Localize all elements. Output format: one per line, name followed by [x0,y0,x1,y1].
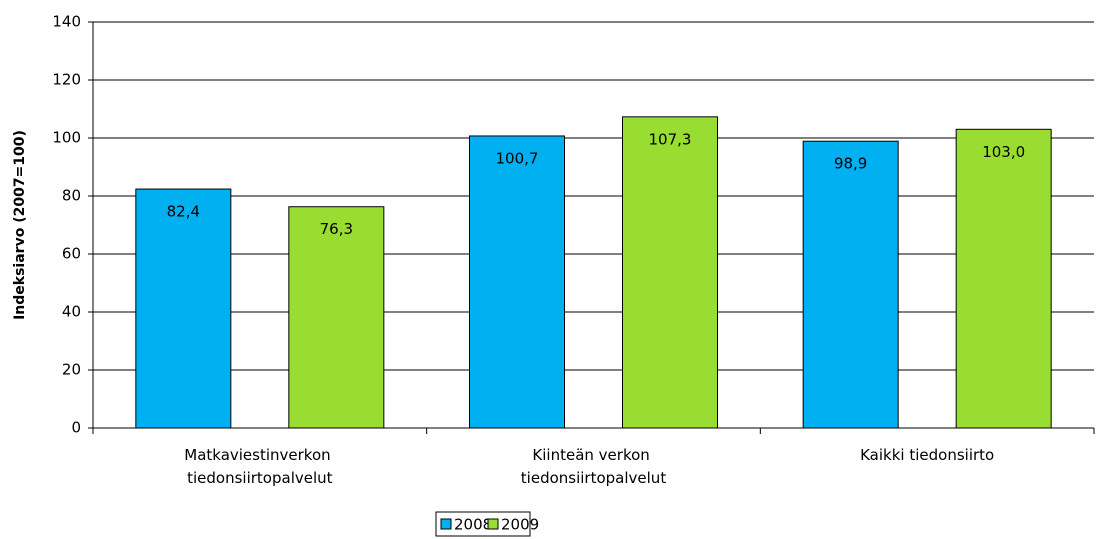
bar [802,140,899,429]
y-tick-label: 40 [62,303,81,321]
x-tick-label: Matkaviestinverkon tiedonsiirtopalvelut [184,446,335,487]
y-tick-label: 120 [52,71,81,89]
y-tick-label: 0 [71,419,81,437]
value-label: 82,4 [167,203,200,221]
x-tick-label-line: Matkaviestinverkon [184,446,335,464]
x-tick-label-line: Kaikki tiedonsiirto [860,446,994,464]
value-label: 107,3 [649,130,692,148]
y-axis-label: Indeksiarvo (2007=100) [12,130,28,320]
bar [469,135,565,429]
y-tick-label: 100 [52,129,81,147]
legend-label: 2009 [501,516,539,534]
y-tick-label: 20 [62,361,81,379]
x-tick-label: Kiinteän verkon tiedonsiirtopalvelut [521,446,667,487]
value-label: 103,0 [982,143,1025,161]
value-label: 100,7 [496,149,539,167]
x-tick-label-line: Kiinteän verkon [532,446,654,464]
y-tick-label: 80 [62,187,81,205]
y-tick-label: 60 [62,245,81,263]
legend-label: 2008 [454,516,492,534]
y-tick-label: 140 [52,13,81,31]
x-tick-label: Kaikki tiedonsiirto [860,446,994,464]
bar [622,116,718,429]
legend-swatch [487,518,499,530]
bar [955,128,1052,429]
bar [135,188,232,429]
x-tick-label-line: tiedonsiirtopalvelut [521,469,667,487]
legend-swatch [440,518,452,530]
legend-box [435,511,531,537]
x-tick-label-line: tiedonsiirtopalvelut [187,469,333,487]
value-label: 76,3 [320,220,353,238]
bar [288,206,385,429]
value-label: 98,9 [834,155,867,173]
